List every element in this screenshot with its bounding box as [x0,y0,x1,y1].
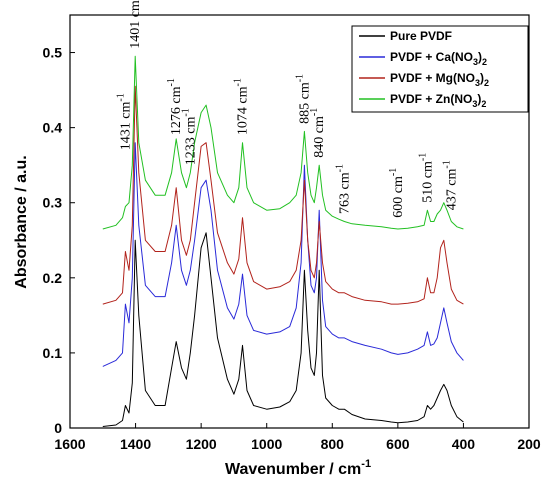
legend-label-base: PVDF + Ca(NO [390,50,473,64]
y-tick-label: 0.2 [43,270,63,286]
y-tick-label: 0.1 [43,345,63,361]
x-tick-label: 1600 [54,436,85,452]
x-tick-label: 1200 [186,436,217,452]
peak-label-unit: cm [169,86,184,107]
y-tick-label: 0 [54,420,62,436]
peak-label-unit: cm [337,172,352,193]
legend-label-base: PVDF + Zn(NO [390,92,472,106]
peak-label-1401: 1401 cm-1 [125,0,143,49]
x-tick-label: 600 [386,436,410,452]
peak-label-unit: cm [183,116,198,137]
peak-label-superscript: -1 [166,78,177,86]
x-tick-label: 400 [452,436,476,452]
y-axis-title: Absorbance / a.u. [13,155,30,288]
peak-label-number: 840 [312,137,327,158]
legend-label-subscript: 2 [484,78,489,88]
peak-label-number: 600 [391,197,406,218]
peak-label-superscript: -1 [334,164,345,172]
peak-label-unit: cm [444,168,459,189]
peak-label-number: 510 [420,182,435,203]
peak-label-unit: cm [297,82,312,103]
y-tick-label: 0.3 [43,195,63,211]
legend-label-subscript: 2 [481,99,486,109]
peak-label-1233: 1233 cm-1 [180,108,198,165]
peak-label-number: 1401 [128,21,143,49]
x-tick-label: 1000 [251,436,282,452]
legend-label-base: Pure PVDF [390,29,452,43]
x-tick-label: 800 [321,436,345,452]
peak-label-superscript: -1 [441,160,452,168]
peak-label-unit: cm [420,161,435,182]
peak-label-1074: 1074 cm-1 [233,78,251,135]
peak-label-number: 1074 [236,107,251,135]
peak-label-superscript: -1 [309,108,320,116]
peak-label-superscript: -1 [115,93,126,101]
peak-label-unit: cm [118,101,133,122]
x-axis-title-superscript: -1 [361,458,371,470]
peak-label-number: 1233 [183,137,198,165]
peak-label-superscript: -1 [180,108,191,116]
x-tick-label: 200 [517,436,541,452]
peak-label-unit: cm [236,86,251,107]
peak-label-number: 1431 [118,122,133,150]
legend-label-subscript: 2 [482,57,487,67]
x-tick-label: 1400 [120,436,151,452]
peak-label-unit: cm [312,116,327,137]
y-tick-label: 0.5 [43,45,63,61]
peak-label-superscript: -1 [417,153,428,161]
peak-label-1431: 1431 cm-1 [115,93,133,150]
peak-label-number: 763 [337,193,352,214]
peak-label-superscript: -1 [233,78,244,86]
peak-label-number: 437 [444,189,459,210]
peak-label-unit: cm [128,0,143,21]
y-tick-label: 0.4 [43,120,63,136]
peak-label-superscript: -1 [388,168,399,176]
x-axis-title: Wavenumber / cm-1 [225,458,371,478]
peak-label-superscript: -1 [294,74,305,82]
peak-label-unit: cm [391,176,406,197]
legend-label-0: Pure PVDF [390,29,452,43]
legend-label-base: PVDF + Mg(NO [390,71,475,85]
peak-label-1276: 1276 cm-1 [166,78,184,135]
